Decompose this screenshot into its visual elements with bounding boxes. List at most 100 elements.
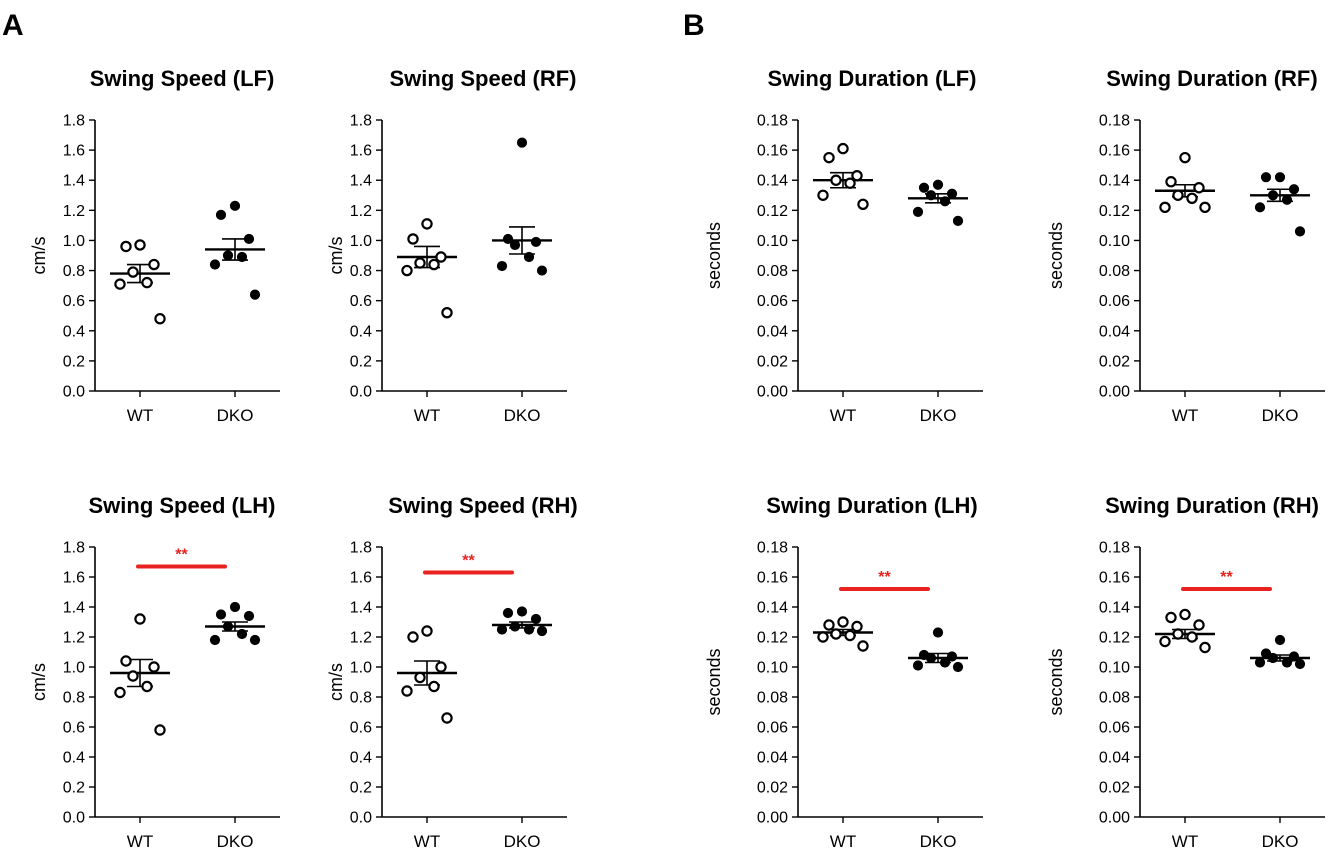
y-tick-label: 0.0 — [350, 810, 372, 827]
dko-data-point — [925, 652, 937, 664]
dko-data-point — [243, 610, 255, 622]
y-tick-label: 1.4 — [63, 173, 85, 190]
chart-1: Swing Speed (LF) cm/s 0.0 0.2 0.4 0.6 0.8 1.0 1.… — [29, 66, 280, 425]
dko-data-point — [496, 260, 508, 272]
dko-data-point — [1254, 202, 1266, 213]
y-tick-label: 0.0 — [63, 384, 85, 401]
x-tick-label: DKO — [217, 406, 254, 425]
y-tick-label: 0.04 — [1099, 323, 1130, 340]
y-tick-label: 0.12 — [1099, 630, 1130, 647]
dko-data-point — [209, 634, 221, 646]
dko-data-point — [1260, 172, 1272, 183]
y-axis-label: seconds — [1046, 222, 1066, 289]
y-axis-label: cm/s — [29, 663, 49, 701]
y-tick-label: 1.2 — [63, 203, 85, 220]
dko-data-point — [946, 188, 958, 199]
y-tick-label: 0.02 — [1099, 780, 1130, 797]
chart-8: Swing Duration (RH) seconds 0.00 0.02 0.04 0.… — [1046, 493, 1325, 851]
wt-data-point — [1159, 635, 1171, 648]
y-tick-label: 0.00 — [1099, 384, 1130, 401]
dko-data-point — [229, 200, 241, 211]
y-tick-label: 0.14 — [1099, 173, 1130, 190]
dko-data-point — [1267, 190, 1279, 201]
y-tick-label: 1.8 — [350, 540, 372, 557]
wt-data-point — [127, 266, 139, 278]
dko-data-point — [1260, 648, 1272, 659]
y-tick-label: 1.6 — [350, 570, 372, 587]
y-tick-label: 0.2 — [63, 353, 85, 370]
x-tick-label: DKO — [1262, 832, 1299, 851]
dko-data-point — [939, 196, 951, 207]
y-tick-label: 1.2 — [350, 630, 372, 647]
y-tick-label: 1.8 — [63, 113, 85, 130]
y-tick-label: 1.2 — [63, 630, 85, 647]
wt-data-point — [844, 177, 856, 189]
y-tick-label: 0.16 — [1099, 570, 1130, 587]
y-tick-label: 0.02 — [757, 353, 788, 370]
dko-data-point — [1288, 651, 1300, 662]
y-tick-label: 0.0 — [63, 810, 85, 827]
wt-data-point — [148, 258, 160, 271]
dko-data-point — [932, 179, 944, 190]
y-tick-label: 0.08 — [757, 263, 788, 280]
y-axis-label: seconds — [704, 222, 724, 289]
dko-data-point — [1288, 184, 1300, 195]
y-tick-label: 0.02 — [757, 780, 788, 797]
chart-7: Swing Duration (LH) seconds 0.00 0.02 0.04 0.… — [704, 493, 983, 851]
x-tick-label: WT — [414, 832, 440, 851]
chart-2: Swing Speed (RF) cm/s 0.0 0.2 0.4 0.6 0.8 1.0 1.… — [326, 66, 577, 425]
dko-data-point — [1294, 658, 1306, 670]
wt-data-point — [1193, 182, 1205, 194]
dko-data-point — [912, 206, 924, 217]
wt-data-point — [114, 686, 126, 699]
dko-data-point — [1274, 634, 1286, 646]
wt-data-point — [414, 671, 426, 684]
dko-data-point — [249, 289, 261, 300]
y-tick-label: 0.16 — [1099, 143, 1130, 160]
wt-data-point — [1179, 608, 1191, 621]
y-tick-label: 0.18 — [757, 540, 788, 557]
chart-title: Swing Duration (RF) — [1106, 66, 1317, 91]
chart-title: Swing Speed (RF) — [390, 66, 577, 91]
dko-data-point — [952, 215, 964, 226]
dko-data-point — [925, 190, 937, 201]
wt-data-point — [837, 142, 849, 155]
wt-data-point — [428, 680, 440, 693]
wt-data-point — [407, 631, 419, 643]
dko-data-point — [502, 233, 514, 245]
wt-data-point — [830, 174, 842, 186]
dko-data-point — [516, 606, 528, 617]
dko-data-point — [932, 627, 944, 638]
y-tick-label: 0.16 — [757, 143, 788, 160]
wt-data-point — [1172, 189, 1184, 201]
y-tick-label: 0.4 — [63, 323, 85, 340]
wt-data-point — [1165, 176, 1177, 188]
significance-label: ** — [175, 547, 188, 564]
y-tick-label: 0.18 — [1099, 113, 1130, 130]
dko-data-point — [918, 182, 930, 193]
dko-data-point — [502, 607, 514, 619]
dko-data-point — [536, 265, 548, 276]
chart-title: Swing Duration (LF) — [768, 66, 977, 91]
wt-data-point — [817, 189, 829, 201]
dko-data-point — [209, 259, 221, 270]
significance-label: ** — [878, 569, 891, 586]
wt-data-point — [435, 661, 447, 673]
y-tick-label: 0.12 — [757, 203, 788, 220]
y-tick-label: 0.12 — [1099, 203, 1130, 220]
wt-data-point — [401, 685, 413, 697]
wt-data-point — [414, 257, 426, 269]
dko-data-point — [229, 601, 241, 613]
y-tick-label: 1.6 — [350, 143, 372, 160]
y-tick-label: 1.4 — [350, 173, 372, 190]
dko-data-point — [236, 628, 248, 640]
wt-data-point — [120, 655, 132, 667]
dko-data-point — [1254, 657, 1266, 668]
y-tick-label: 0.08 — [757, 690, 788, 707]
wt-data-point — [1159, 201, 1171, 214]
y-axis-label: seconds — [704, 648, 724, 715]
y-tick-label: 0.8 — [63, 690, 85, 707]
wt-data-point — [441, 712, 453, 724]
y-tick-label: 0.8 — [350, 263, 372, 280]
y-tick-label: 0.6 — [63, 720, 85, 737]
